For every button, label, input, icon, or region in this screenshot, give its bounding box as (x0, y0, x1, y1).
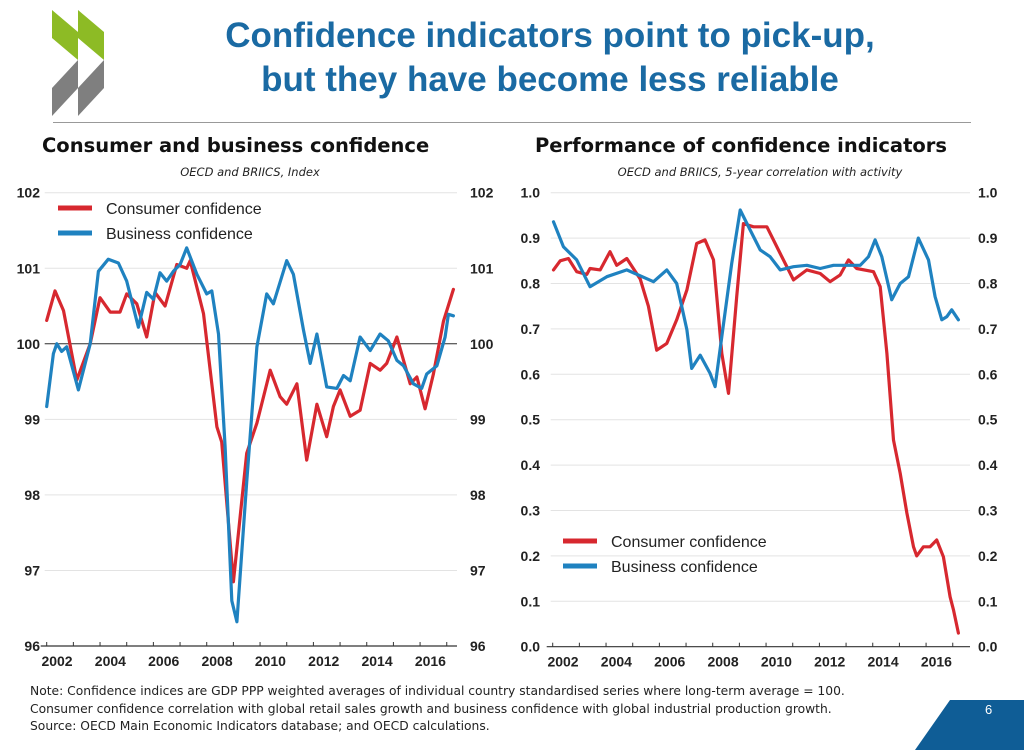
y-tick-label-right: 0.1 (978, 593, 998, 609)
slide-title: Confidence indicators point to pick-up, … (120, 14, 980, 102)
y-tick-label-left: 99 (24, 411, 40, 427)
y-tick-label-left: 0.5 (521, 412, 541, 428)
legend-label: Business confidence (611, 559, 758, 576)
y-tick-label-left: 101 (17, 260, 41, 276)
y-tick-label-left: 1.0 (521, 185, 541, 201)
series-line-consumer-confidence (551, 222, 961, 635)
y-tick-label-right: 98 (470, 487, 486, 503)
y-tick-label-right: 0.6 (978, 366, 998, 382)
y-tick-label-right: 0.5 (978, 412, 998, 428)
x-tick-label: 2008 (201, 653, 232, 669)
x-tick-label: 2012 (814, 654, 845, 670)
y-tick-label-right: 0.3 (978, 503, 998, 519)
x-tick-label: 2006 (654, 654, 685, 670)
y-tick-label-left: 0.1 (521, 593, 541, 609)
note-line: Consumer confidence correlation with glo… (30, 701, 832, 716)
x-tick-label: 2002 (41, 653, 72, 669)
legend-label: Consumer confidence (611, 534, 767, 551)
x-tick-label: 2004 (601, 654, 632, 670)
y-tick-label-left: 0.6 (521, 366, 541, 382)
left-chart-title: Consumer and business confidence (42, 134, 430, 157)
x-tick-label: 2010 (255, 653, 286, 669)
x-tick-label: 2008 (707, 654, 738, 670)
y-tick-label-right: 102 (470, 185, 494, 201)
x-tick-label: 2014 (867, 654, 898, 670)
series-line-business-confidence (551, 208, 961, 389)
x-tick-label: 2012 (308, 653, 339, 669)
left-chart-subtitle: OECD and BRIICS, Index (180, 165, 320, 179)
title-divider (53, 122, 971, 123)
x-tick-label: 2006 (148, 653, 179, 669)
y-tick-label-right: 97 (470, 562, 486, 578)
y-tick-label-right: 101 (470, 260, 494, 276)
y-tick-label-right: 0.4 (978, 457, 998, 473)
note-line: Note: Confidence indices are GDP PPP wei… (30, 684, 845, 698)
y-tick-label-left: 0.2 (521, 548, 541, 564)
y-tick-label-right: 1.0 (978, 185, 998, 201)
y-tick-label-right: 0.8 (978, 276, 998, 292)
y-tick-label-right: 100 (470, 336, 494, 352)
y-tick-label-left: 102 (17, 185, 41, 201)
y-tick-label-right: 0.2 (978, 548, 998, 564)
y-tick-label-right: 0.7 (978, 321, 998, 337)
footnote: Note: Confidence indices are GDP PPP wei… (30, 683, 845, 736)
x-tick-label: 2014 (361, 653, 392, 669)
legend-label: Consumer confidence (106, 201, 262, 218)
y-tick-label-right: 0.9 (978, 230, 998, 246)
y-tick-label-right: 96 (470, 638, 486, 654)
source-line: Source: OECD Main Economic Indicators da… (30, 719, 490, 733)
y-tick-label-left: 0.0 (521, 639, 541, 655)
series-line-consumer-confidence (45, 259, 455, 584)
title-line-1: Confidence indicators point to pick-up, (225, 16, 875, 55)
y-tick-label-left: 96 (24, 638, 40, 654)
y-tick-label-right: 99 (470, 411, 486, 427)
y-tick-label-left: 0.8 (521, 276, 541, 292)
x-tick-label: 2004 (95, 653, 126, 669)
y-tick-label-left: 100 (17, 336, 41, 352)
series-line-business-confidence (45, 246, 455, 624)
x-tick-label: 2002 (547, 654, 578, 670)
right-chart-title: Performance of confidence indicators (535, 134, 948, 157)
y-tick-label-left: 0.3 (521, 503, 541, 519)
x-tick-label: 2016 (921, 654, 952, 670)
oecd-logo (50, 8, 110, 118)
x-tick-label: 2010 (761, 654, 792, 670)
y-tick-label-left: 0.7 (521, 321, 541, 337)
right-chart-subtitle: OECD and BRIICS, 5-year correlation with… (617, 165, 903, 179)
y-tick-label-left: 98 (24, 487, 40, 503)
y-tick-label-left: 97 (24, 562, 40, 578)
y-tick-label-left: 0.9 (521, 230, 541, 246)
legend-label: Business confidence (106, 226, 253, 243)
y-tick-label-left: 0.4 (521, 457, 541, 473)
x-tick-label: 2016 (415, 653, 446, 669)
page-number: 6 (985, 702, 993, 717)
y-tick-label-right: 0.0 (978, 639, 998, 655)
title-line-2: but they have become less reliable (261, 60, 839, 99)
